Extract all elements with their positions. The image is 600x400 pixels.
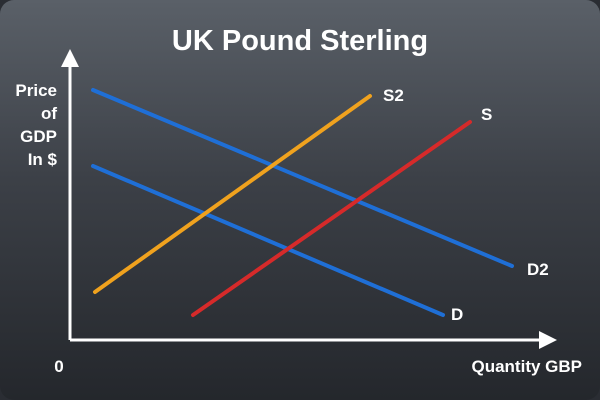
curve-label-s2: S2 (383, 86, 404, 105)
demand-curve-d (91, 164, 445, 317)
origin-label: 0 (54, 357, 63, 376)
y-axis-label-line-3: GDP (20, 127, 57, 146)
y-axis-label-line-2: of (41, 104, 57, 123)
x-axis-label: Quantity GBP (471, 357, 582, 376)
curve-label-d2: D2 (527, 260, 549, 279)
y-axis-label-line-4: In $ (28, 150, 58, 169)
demand-curve-d2 (91, 88, 514, 268)
supply-curve-s2 (93, 94, 372, 294)
supply-curve-s (191, 120, 472, 317)
y-axis-label-line-1: Price (15, 81, 57, 100)
diagram-title: UK Pound Sterling (172, 25, 428, 57)
curve-label-s: S (481, 105, 492, 124)
curve-label-d: D (451, 305, 463, 324)
